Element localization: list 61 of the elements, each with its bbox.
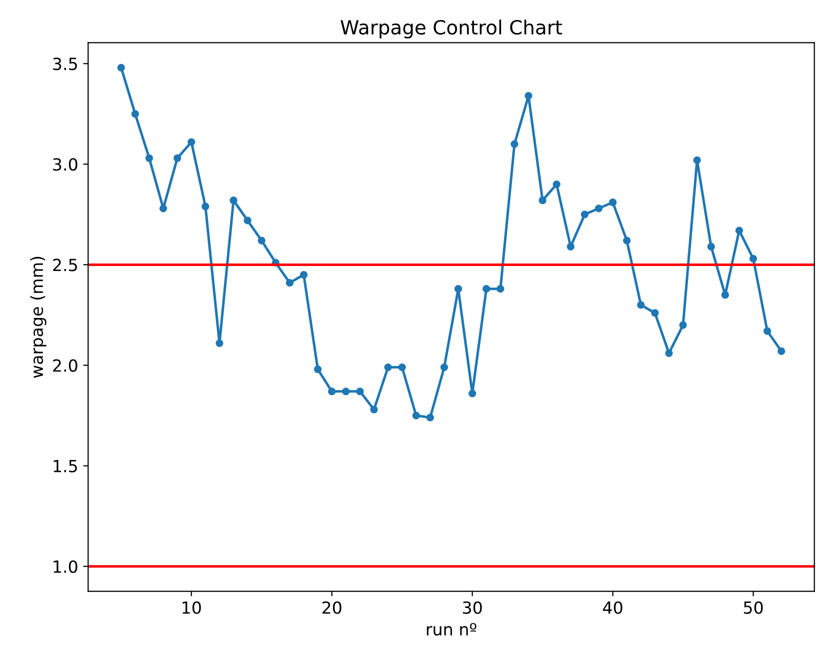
point [468,390,476,398]
point [524,92,532,100]
point [594,204,603,212]
point [665,349,673,358]
point [356,388,364,396]
x-tick-label: 40 [603,601,622,614]
point [637,301,645,309]
x-tick-label: 10 [182,601,201,614]
point [342,388,350,396]
point [426,414,434,422]
point [566,242,574,250]
point [623,236,631,244]
point [117,64,125,72]
point [707,242,715,250]
point [496,285,504,293]
point [763,327,772,335]
x-axis-title: run nº [426,623,476,636]
point [651,309,659,317]
point [244,216,252,224]
point [538,196,546,204]
x-tick-label: 20 [322,601,342,614]
point [735,226,744,234]
point [440,363,448,372]
point [188,138,196,146]
point [145,154,154,162]
point [693,156,701,164]
point [679,321,687,329]
point [286,278,294,287]
point [482,285,490,293]
point [510,140,518,148]
point [258,236,266,244]
point [412,412,420,420]
y-tick-label: 3.0 [53,158,78,171]
y-tick-label: 2.5 [53,258,77,272]
y-tick-label: 3.5 [53,58,77,70]
y-tick-label: 2.0 [53,359,78,372]
point [370,406,378,414]
point [230,196,238,204]
point [454,285,462,293]
x-tick-label: 30 [462,601,482,614]
point [216,339,224,347]
point [580,210,589,218]
point [328,388,336,396]
point [778,347,786,356]
point [202,202,210,210]
point [300,270,308,279]
point [131,110,140,118]
point [721,291,729,299]
point [749,254,758,263]
y-tick-label: 1.0 [54,560,78,573]
point [608,198,617,206]
point [174,154,182,162]
point [398,363,406,372]
point [552,180,560,188]
y-tick-label: 1.5 [54,460,77,472]
point [314,365,322,374]
y-axis-title: warpage (mm) [30,256,46,378]
point [384,363,392,372]
x-tick-label: 50 [744,601,763,614]
chart-title: Warpage Control Chart [340,20,562,38]
point [159,204,168,212]
